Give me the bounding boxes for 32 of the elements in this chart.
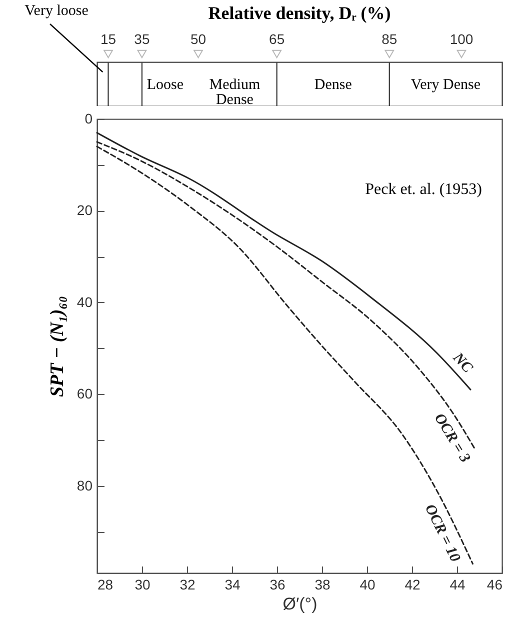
- text: 35: [134, 31, 150, 47]
- text: 85: [382, 31, 398, 47]
- text: 100: [450, 31, 474, 47]
- x-tick-label: 28: [98, 576, 114, 592]
- text: Loose: [146, 77, 184, 93]
- text: OCR = 10: [421, 502, 464, 566]
- y-tick-label: 40: [76, 294, 93, 310]
- x-tick-label: 34: [224, 576, 240, 592]
- text: 50: [190, 31, 206, 47]
- x-tick-label: 32: [180, 576, 196, 592]
- x-tick-label: 46: [486, 576, 503, 592]
- text: Very loose: [24, 3, 89, 19]
- annotation: Peck et. al. (1953): [365, 181, 482, 198]
- x-tick-label: 30: [134, 576, 150, 592]
- y-tick-label: 20: [76, 202, 93, 218]
- x-tick-label: 36: [270, 576, 286, 592]
- y-axis-title: SPT − (N₁)₆₀: [46, 296, 68, 398]
- y-tick-label: 0: [84, 110, 93, 126]
- text: 65: [269, 31, 285, 47]
- x-tick-label: 44: [450, 576, 466, 592]
- x-tick-label: 38: [314, 576, 330, 592]
- x-axis-title: Ø′(°): [282, 594, 318, 614]
- text: 15: [100, 31, 116, 47]
- y-tick-label: 80: [76, 477, 93, 494]
- x-tick-label: 40: [360, 576, 376, 592]
- text: Dense: [314, 77, 352, 93]
- y-tick-label: 60: [76, 386, 93, 402]
- x-tick-label: 42: [404, 576, 420, 592]
- text: Relative density, Dᵣ (%): [208, 3, 391, 23]
- text: Medium Dense: [209, 77, 260, 108]
- text: Very Dense: [410, 77, 481, 93]
- text: NC: [448, 349, 476, 377]
